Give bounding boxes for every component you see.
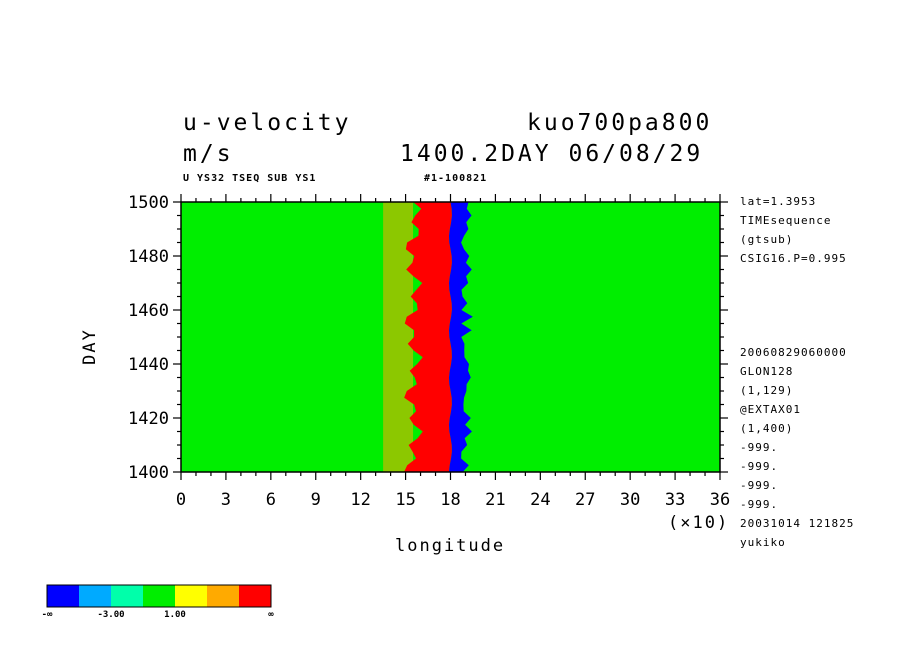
x-tick-label: 6 <box>266 490 276 510</box>
y-tick-label: 1500 <box>128 193 169 213</box>
x-multiplier-label: (×10) <box>668 513 730 533</box>
colorbar-swatch <box>79 585 111 607</box>
side-info-line: (gtsub) <box>740 233 794 246</box>
side-info-line: lat=1.3953 <box>740 195 817 208</box>
colorbar-swatch <box>175 585 207 607</box>
side-info-line: (1,400) <box>740 422 794 435</box>
side-info-line: @EXTAX01 <box>740 403 801 416</box>
y-tick-label: 1400 <box>128 463 169 483</box>
side-info-line: TIMEsequence <box>740 214 832 227</box>
side-info-line: -999. <box>740 441 779 454</box>
side-info-line: 20060829060000 <box>740 346 847 359</box>
colorbar-label: 1.00 <box>164 610 186 620</box>
colorbar-swatch <box>143 585 175 607</box>
colorbar-label: ∞ <box>268 610 274 620</box>
subtitle-left: U YS32 TSEQ SUB YS1 <box>183 173 317 184</box>
subtitle-right: #1-100821 <box>424 173 488 184</box>
y-tick-label: 1480 <box>128 247 169 267</box>
negative-band <box>449 202 473 472</box>
x-tick-label: 0 <box>176 490 186 510</box>
x-tick-label: 18 <box>440 490 460 510</box>
x-tick-label: 24 <box>530 490 550 510</box>
y-tick-label: 1440 <box>128 355 169 375</box>
side-info-line: yukiko <box>740 536 786 549</box>
time-label: 1400.2DAY 06/08/29 <box>400 141 704 167</box>
plot-axes: 0 3 6 9 12 15 18 21 24 27 30 33 36140014201440146014… <box>128 193 730 510</box>
side-info-line: GLON128 <box>740 365 794 378</box>
colorbar-swatch <box>207 585 239 607</box>
x-tick-label: 15 <box>395 490 415 510</box>
colorbar: -∞ -3.00 1.00 ∞ <box>42 584 274 620</box>
colorbar-label: -∞ <box>42 610 53 620</box>
x-tick-label: 33 <box>665 490 685 510</box>
case-title: kuo700pa800 <box>527 110 713 136</box>
y-axis-label: DAY <box>79 328 100 365</box>
y-tick-label: 1460 <box>128 301 169 321</box>
side-info-line: -999. <box>740 460 779 473</box>
x-tick-label: 12 <box>350 490 370 510</box>
x-tick-label: 3 <box>221 490 231 510</box>
x-tick-label: 36 <box>710 490 730 510</box>
x-tick-label: 27 <box>575 490 595 510</box>
colorbar-swatch <box>47 585 79 607</box>
side-info-line: 20031014 121825 <box>740 517 855 530</box>
y-tick-label: 1420 <box>128 409 169 429</box>
chart-title: u-velocity <box>183 110 352 136</box>
positive-band <box>404 202 452 472</box>
x-tick-label: 21 <box>485 490 505 510</box>
colorbar-frame <box>46 584 272 608</box>
side-info-line: -999. <box>740 498 779 511</box>
side-info-line: CSIG16.P=0.995 <box>740 252 847 265</box>
colorbar-label: -3.00 <box>97 610 124 620</box>
colorbar-swatch <box>239 585 271 607</box>
side-info-line: (1,129) <box>740 384 794 397</box>
x-axis-label: longitude <box>395 536 506 556</box>
heatmap-field <box>181 202 720 472</box>
colorbar-swatch <box>111 585 143 607</box>
x-tick-label: 9 <box>311 490 321 510</box>
x-tick-label: 30 <box>620 490 640 510</box>
units-label: m/s <box>183 141 234 167</box>
side-info-line: -999. <box>740 479 779 492</box>
